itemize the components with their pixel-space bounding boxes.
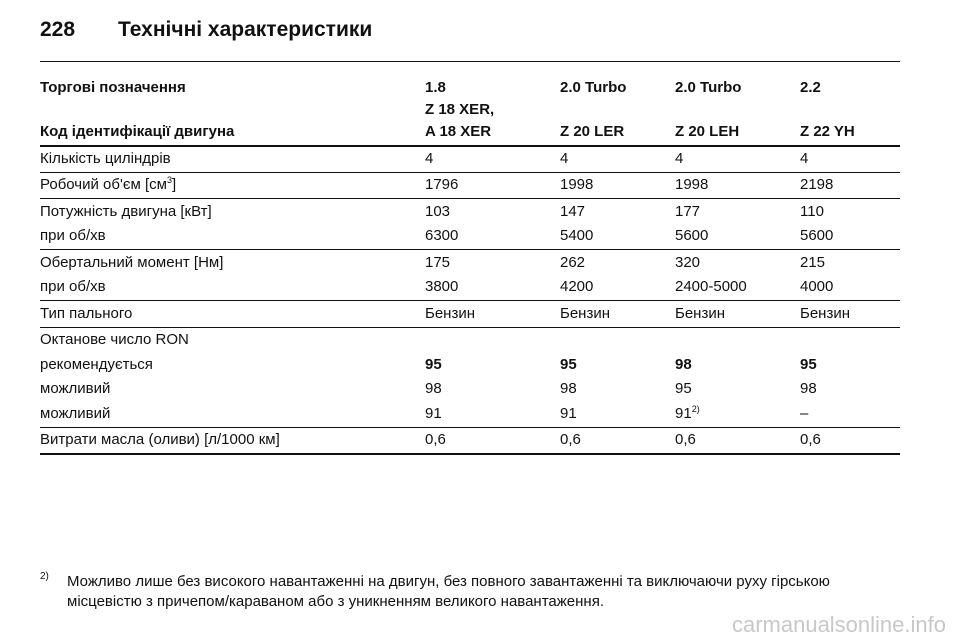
- table-cell: 5400: [560, 227, 594, 244]
- table-cell: 95: [425, 355, 442, 373]
- table-rule: [40, 426, 900, 428]
- table-cell: 91: [560, 404, 577, 422]
- table-cell: Витрати масла (оливи) [л/1000 км]: [40, 431, 280, 448]
- table-cell: 320: [675, 253, 701, 271]
- table-rule: [40, 171, 900, 173]
- table-cell: при об/хв: [40, 278, 106, 295]
- table-cell: при об/хв: [40, 227, 106, 244]
- table-cell: 262: [560, 253, 586, 271]
- footnote-text: місцевістю з причепом/караваном або з ун…: [67, 593, 604, 610]
- table-cell: 98: [675, 355, 692, 373]
- table-rule: [40, 326, 900, 328]
- table-cell: 3800: [425, 278, 459, 295]
- table-cell: 98: [425, 380, 442, 397]
- table-cell: 98: [560, 380, 577, 397]
- table-cell: 2198: [800, 176, 834, 193]
- table-cell: Бензин: [675, 304, 726, 322]
- table-cell: Кількість циліндрів: [40, 149, 171, 167]
- table-cell: –: [800, 404, 809, 422]
- table-cell: 2400-5000: [675, 278, 747, 295]
- table-cell: Тип пального: [40, 304, 133, 322]
- table-rule: [40, 145, 900, 147]
- table-cell: 147: [560, 202, 586, 220]
- table-cell: Обертальний момент [Нм]: [40, 253, 224, 271]
- table-cell: Бензин: [800, 304, 851, 322]
- table-cell: 215: [800, 253, 826, 271]
- table-cell: 5600: [675, 227, 709, 244]
- table-cell: Z 18 XER, A 18 XER: [425, 101, 495, 140]
- page-title: Технічні характеристики: [118, 18, 373, 41]
- table-cell: 177: [675, 202, 701, 220]
- table-cell: 5600: [800, 227, 834, 244]
- table-cell: 6300: [425, 227, 459, 244]
- table-cell: Z 22 YH: [800, 123, 855, 140]
- table-cell: можливий: [40, 404, 111, 422]
- table-cell: 2.0 Turbo: [560, 79, 627, 96]
- table-cell: Z 20 LEH: [675, 123, 740, 140]
- table-cell: 0,6: [800, 431, 821, 448]
- table-cell: 95: [675, 380, 692, 397]
- superscript: 2): [691, 403, 700, 414]
- table-cell: 0,6: [425, 431, 446, 448]
- superscript: 3: [166, 175, 172, 185]
- table-rule: [40, 300, 900, 301]
- table-cell: 110: [800, 202, 824, 220]
- table-cell: 0,6: [560, 431, 581, 448]
- table-cell: 1796: [425, 176, 459, 193]
- table-cell: 4: [560, 149, 569, 167]
- table-cell: Z 20 LER: [560, 123, 625, 140]
- table-cell: 0,6: [675, 431, 696, 448]
- table-cell: 4200: [560, 278, 594, 295]
- table-cell: 2.2: [800, 79, 821, 96]
- table-cell: 2.0 Turbo: [675, 79, 742, 96]
- table-rule: [40, 249, 900, 250]
- table-cell: 1998: [560, 176, 594, 193]
- table-cell: 4: [675, 149, 684, 167]
- table-rule: [40, 453, 900, 455]
- header-rule: [40, 61, 900, 62]
- page-number: 228: [40, 18, 76, 41]
- table-cell: 912): [675, 403, 700, 423]
- table-cell: 95: [800, 355, 817, 373]
- table-cell: 1998: [675, 176, 709, 193]
- cell-text: ]: [171, 176, 177, 193]
- watermark: carmanualsonline.info: [731, 612, 946, 637]
- table-cell: рекомендується: [40, 355, 153, 373]
- table-cell: Торгові позначення: [40, 79, 186, 96]
- table-cell: 4: [800, 149, 809, 167]
- table-cell: Робочий об'єм [см3]: [40, 176, 176, 194]
- table-cell: 4000: [800, 278, 834, 295]
- table-cell: Бензин: [425, 304, 476, 322]
- table-cell: 91: [425, 404, 442, 422]
- table-rule: [40, 198, 900, 199]
- footnote-mark: 2): [40, 571, 49, 582]
- footnote-text: Можливо лише без високого навантаженні н…: [67, 573, 830, 590]
- table-cell: можливий: [40, 380, 111, 397]
- cell-text: 91: [675, 404, 692, 422]
- table-cell: 175: [425, 253, 451, 271]
- table-cell: Код ідентифікації двигуна: [40, 123, 235, 140]
- cell-text: Робочий об'єм [см: [40, 176, 167, 193]
- table-cell: 1.8: [425, 79, 446, 96]
- table-cell: Октанове число RON: [40, 331, 189, 348]
- table-cell: 95: [560, 355, 577, 373]
- table-cell: Потужність двигуна [кВт]: [40, 202, 212, 220]
- table-cell: 103: [425, 202, 451, 220]
- table-cell: 4: [425, 149, 434, 167]
- table-cell: 98: [800, 380, 817, 397]
- table-cell: Бензин: [560, 304, 611, 322]
